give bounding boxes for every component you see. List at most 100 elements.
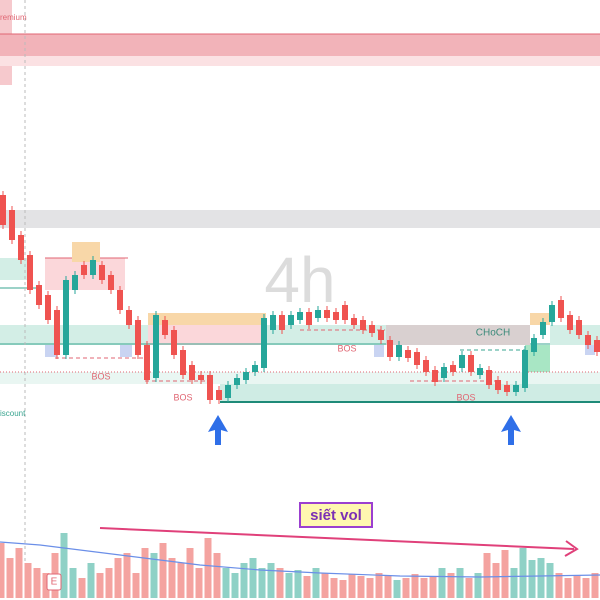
candle-body [54,310,60,355]
candle-body [342,305,348,320]
candle-body [135,320,141,355]
event-label[interactable]: E [51,577,58,588]
candle-body [486,370,492,385]
volume-bar [249,558,257,598]
candle-body [396,345,402,357]
volume-bar [114,558,122,598]
volume-bar [429,576,437,598]
candle-body [441,367,447,378]
candle-body [45,295,51,320]
trend-arrow [99,527,575,550]
volume-bar [231,573,239,598]
candle-body [369,325,375,333]
volume-bar [168,558,176,598]
volume-bar [141,548,149,598]
candle-body [279,315,285,330]
volume-bar [276,568,284,598]
candle-body [324,310,330,318]
volume-bar [330,578,338,598]
candle-body [414,352,420,365]
candle-body [72,275,78,290]
candle-body [423,360,429,372]
bos-label: BOS [173,392,192,402]
volume-bar [321,573,329,598]
candle-body [171,330,177,355]
volume-bar [105,568,113,598]
volume-bar [42,573,50,598]
volume-bar [375,573,383,598]
candle-body [153,315,159,378]
candle-body [126,310,132,325]
orange-zone [72,242,100,262]
candle-body [306,312,312,325]
candle-body [567,315,573,330]
volume-bar [78,578,86,598]
trend-arrow-head [564,540,579,557]
candle-body [477,368,483,375]
candle-body [252,365,258,372]
candle-body [378,330,384,340]
choch-zone [386,325,530,345]
candle-body [216,390,222,400]
volume-bar [87,563,95,598]
candle-body [36,285,42,305]
volume-bar [339,580,347,598]
volume-bar [195,568,203,598]
volume-bar [132,573,140,598]
volume-bar [123,553,131,598]
candle-body [315,310,321,318]
volume-bar [573,576,581,598]
volume-bar [384,576,392,598]
volume-bar [15,548,23,598]
candle-body [522,350,528,388]
volume-bar [159,543,167,598]
volume-bar [537,558,545,598]
volume-bar [96,573,104,598]
candle-body [234,378,240,385]
volume-bar [6,558,14,598]
candle-body [549,305,555,322]
volume-bar [33,568,41,598]
candle-body [99,265,105,280]
volume-bar [465,578,473,598]
candle-body [450,365,456,372]
bos-label: BOS [91,371,110,381]
supply-zone-light [0,56,600,66]
volume-bar [555,573,563,598]
note-text: siết vol [310,507,362,524]
candle-body [117,290,123,310]
volume-bar [420,578,428,598]
volume-bar [150,553,158,598]
volume-bar [294,570,302,598]
candle-body [360,320,366,330]
volume-bar [564,578,572,598]
volume-bar [213,553,221,598]
candle-body [243,372,249,380]
volume-bar [0,543,5,598]
volume-bar [492,563,500,598]
volume-bar [60,533,68,598]
volume-bar [438,568,446,598]
volume-bar [474,573,482,598]
volume-bar [240,563,248,598]
fvg-box [585,345,595,355]
volume-bar [582,578,590,598]
volume-bar [312,568,320,598]
candle-body [585,335,591,345]
volume-bar [357,576,365,598]
candle-body [495,380,501,390]
candle-body [468,355,474,372]
bos-label: BOS [337,343,356,353]
candle-body [180,350,186,375]
candle-body [540,322,546,335]
discount-label: iscount [0,409,26,418]
volume-bar [528,560,536,598]
volume-bar [69,568,77,598]
candle-body [189,365,195,380]
candle-body [459,355,465,368]
event-badge[interactable] [46,573,62,591]
volume-bar [402,578,410,598]
buy-arrow [501,415,521,445]
